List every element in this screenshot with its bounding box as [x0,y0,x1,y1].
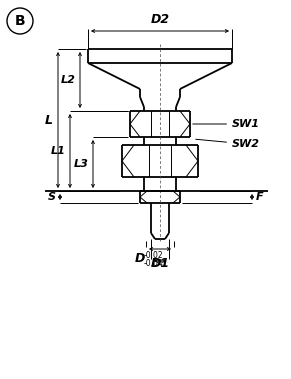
Text: F: F [256,192,264,202]
Text: L3: L3 [74,159,89,169]
Text: -0.04: -0.04 [144,258,164,268]
Text: SW1: SW1 [193,119,260,129]
Text: SW2: SW2 [196,139,260,149]
Text: B: B [15,14,25,28]
Text: L: L [45,113,53,127]
Text: D2: D2 [150,13,170,26]
Text: S: S [48,192,56,202]
Text: D1: D1 [150,257,170,270]
Text: L1: L1 [51,146,66,156]
Text: D: D [135,252,146,266]
Text: -0.02: -0.02 [144,252,164,260]
Text: L2: L2 [61,75,76,85]
